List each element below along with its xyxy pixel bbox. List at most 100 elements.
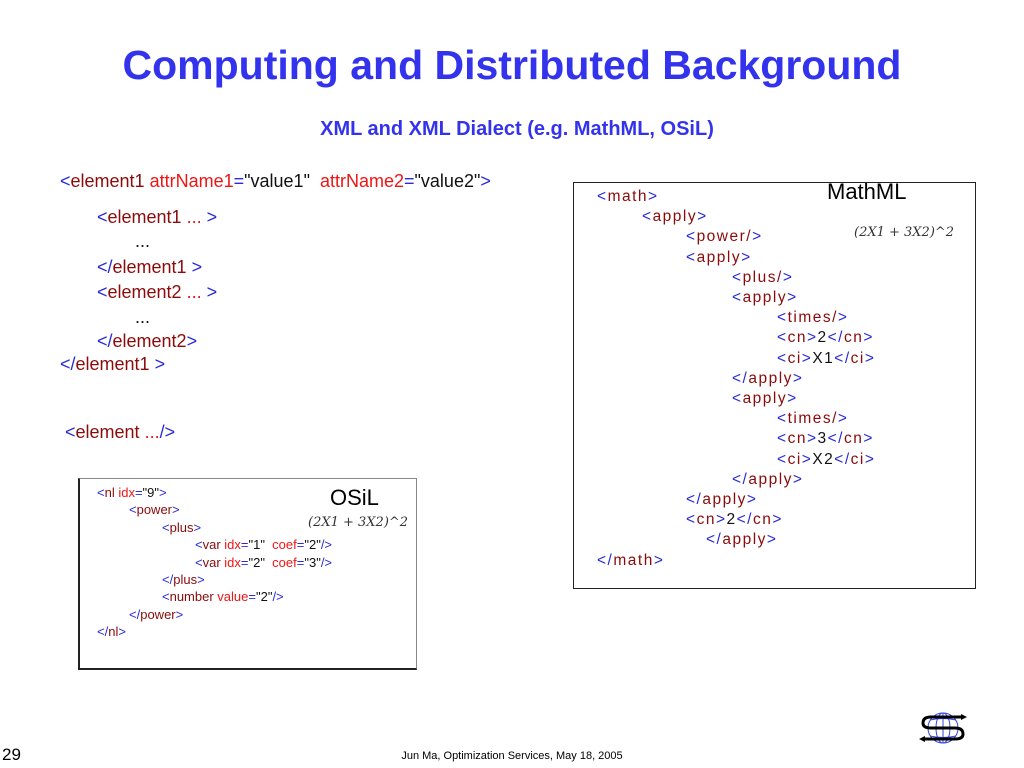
code-token: > bbox=[837, 410, 849, 428]
footer-text: Jun Ma, Optimization Services, May 18, 2… bbox=[401, 750, 623, 762]
code-token: "9" bbox=[142, 485, 160, 500]
code-token: cn bbox=[843, 430, 864, 448]
code-token: = bbox=[240, 537, 249, 553]
code-line: <cn>2</cn> bbox=[777, 329, 874, 347]
code-line: </element1 > bbox=[97, 257, 202, 278]
code-line: <math> bbox=[597, 188, 659, 206]
code-line: </element2> bbox=[97, 331, 197, 352]
code-line: <ci>X1</ci> bbox=[777, 350, 875, 368]
code-token: < bbox=[732, 268, 743, 286]
code-token: > bbox=[864, 450, 876, 468]
code-line: ... bbox=[135, 231, 150, 252]
page-number: 29 bbox=[2, 745, 21, 764]
code-token: cn bbox=[696, 511, 716, 529]
code-token: ci bbox=[850, 349, 865, 367]
code-token: > bbox=[801, 450, 813, 468]
code-token: cn bbox=[787, 430, 807, 448]
code-token: ... bbox=[135, 307, 151, 327]
code-token: </ bbox=[736, 511, 753, 529]
code-token: < bbox=[686, 511, 697, 529]
code-token: < bbox=[195, 537, 203, 553]
code-token: plus bbox=[173, 572, 198, 587]
code-token: > bbox=[772, 511, 783, 529]
code-token: > bbox=[149, 354, 166, 374]
mathml-example-box: MathML (2X1 + 3X2)^2 <math> <apply> <power… bbox=[573, 179, 976, 589]
code-token: element1 bbox=[112, 257, 187, 277]
code-token: < bbox=[777, 450, 788, 468]
code-token: apply bbox=[748, 470, 793, 488]
code-token: nl bbox=[104, 485, 119, 500]
code-token: > bbox=[201, 282, 218, 302]
code-token: apply bbox=[652, 208, 698, 226]
code-token: ... bbox=[186, 282, 202, 302]
code-token: idx bbox=[224, 537, 241, 553]
code-token: ci bbox=[787, 450, 802, 468]
code-token: > bbox=[186, 257, 203, 277]
code-token: < bbox=[732, 390, 743, 407]
code-token: < bbox=[162, 519, 170, 535]
code-token: > bbox=[792, 369, 804, 387]
code-token: apply bbox=[748, 369, 793, 387]
code-token: plus/ bbox=[742, 268, 783, 286]
code-token: > bbox=[766, 531, 778, 549]
code-token: </ bbox=[60, 354, 76, 374]
code-line: <apply> bbox=[642, 208, 708, 226]
code-token: X1 bbox=[812, 349, 835, 367]
code-token: > bbox=[837, 309, 849, 327]
code-token: </ bbox=[597, 551, 614, 569]
code-line: <element2 ... > bbox=[97, 282, 217, 303]
code-token: power/ bbox=[696, 228, 753, 246]
code-token: > bbox=[806, 430, 818, 448]
code-line: </apply> bbox=[686, 491, 757, 509]
code-line: <power> bbox=[129, 502, 180, 517]
code-token: < bbox=[597, 188, 608, 205]
code-token: </ bbox=[732, 369, 749, 387]
code-token: cn bbox=[752, 511, 773, 529]
code-line: </nl> bbox=[97, 624, 126, 639]
code-token: > bbox=[480, 171, 491, 191]
code-token: ... bbox=[144, 422, 160, 442]
code-token: var bbox=[202, 537, 225, 553]
code-token: < bbox=[732, 289, 743, 306]
code-token: < bbox=[195, 554, 203, 570]
code-token: > bbox=[118, 624, 126, 640]
code-token: > bbox=[863, 329, 874, 347]
osil-label: OSiL bbox=[330, 485, 379, 510]
osil-formula: (2X1 + 3X2)^2 bbox=[308, 515, 409, 530]
code-token: /> bbox=[320, 537, 333, 553]
code-token: /> bbox=[272, 589, 284, 605]
code-token: < bbox=[129, 502, 137, 518]
code-line: </plus> bbox=[162, 572, 205, 587]
code-token: /> bbox=[159, 422, 176, 442]
code-line: <ci>X2</ci> bbox=[777, 451, 875, 469]
code-line: </apply> bbox=[732, 471, 803, 489]
code-token: ... bbox=[186, 207, 202, 227]
mathml-formula: (2X1 + 3X2)^2 bbox=[854, 225, 955, 240]
code-token: X2 bbox=[812, 450, 835, 468]
code-token: times/ bbox=[787, 410, 838, 428]
code-token: > bbox=[792, 470, 804, 488]
code-line: </power> bbox=[129, 607, 183, 622]
code-token: 2 bbox=[726, 511, 737, 529]
code-line: </apply> bbox=[706, 531, 777, 549]
code-line: <element1 ... > bbox=[97, 207, 217, 228]
code-token: ci bbox=[850, 450, 865, 468]
code-line: </element1 > bbox=[60, 354, 165, 375]
code-line: <cn>3</cn> bbox=[777, 430, 874, 448]
code-token: < bbox=[60, 171, 71, 191]
code-token: < bbox=[642, 208, 653, 226]
code-token: apply bbox=[742, 289, 788, 306]
code-token: apply bbox=[696, 248, 742, 266]
code-token: element1 bbox=[107, 207, 187, 227]
code-token: </ bbox=[706, 531, 723, 549]
code-token: = bbox=[134, 485, 143, 500]
code-token: > bbox=[648, 188, 659, 205]
mathml-label: MathML bbox=[827, 179, 907, 204]
code-token: idx bbox=[224, 554, 241, 570]
code-token: 2 bbox=[817, 329, 828, 347]
code-token: = bbox=[404, 171, 415, 191]
code-line: <power/> bbox=[686, 228, 763, 246]
code-token: < bbox=[686, 248, 697, 266]
code-token: > bbox=[864, 349, 876, 367]
osil-example-box: OSiL (2X1 + 3X2)^2 <nl idx="9"> <power> <p… bbox=[78, 478, 417, 670]
